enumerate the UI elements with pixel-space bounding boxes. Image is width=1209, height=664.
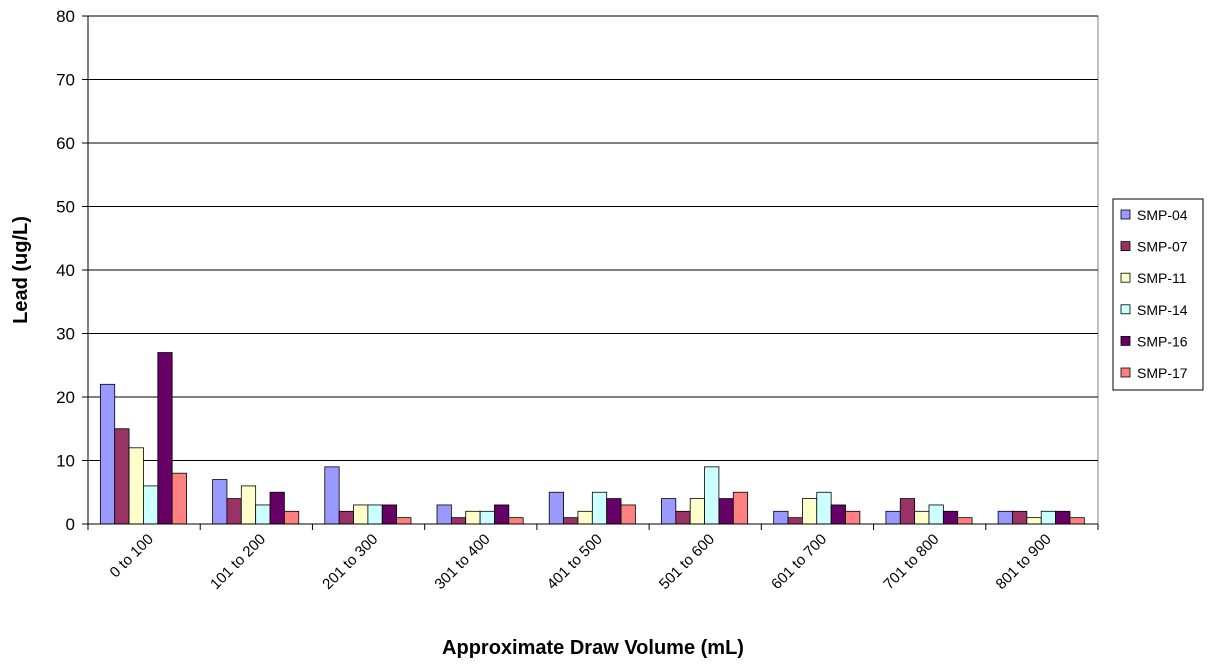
bar-smp-14-0 [143,485,159,525]
bar-smp-17-0 [171,472,187,525]
legend-label-smp-04: SMP-04 [1137,207,1188,223]
bar-smp-17-2 [396,517,412,525]
bar-smp-11-0 [128,447,144,525]
bar-smp-14-8 [1040,510,1056,525]
legend-label-smp-17: SMP-17 [1137,365,1188,381]
y-axis-title: Lead (ug/L) [10,216,32,324]
legend-swatch-smp-07 [1120,241,1131,252]
bar-smp-07-5 [675,510,691,525]
bar-smp-16-3 [494,504,510,525]
y-tick-label: 0 [66,515,75,534]
bar-smp-04-0 [99,383,116,525]
legend-swatch-smp-17 [1120,367,1131,378]
x-axis-title: Approximate Draw Volume (mL) [442,637,744,659]
y-tick-label: 60 [56,134,75,153]
bar-smp-07-2 [338,510,354,525]
bar-smp-11-1 [240,485,257,525]
bar-smp-17-6 [845,510,861,525]
bar-smp-14-4 [591,491,608,525]
legend-label-smp-07: SMP-07 [1137,239,1188,255]
bar-smp-17-8 [1069,517,1085,525]
y-tick-label: 70 [56,71,75,90]
x-tick-label: 301 to 400 [431,531,493,593]
y-tick-label: 10 [56,452,75,471]
bar-smp-17-7 [957,517,973,525]
bar-smp-17-1 [283,510,300,525]
legend-swatch-smp-14 [1120,304,1131,315]
bar-smp-04-1 [212,479,228,525]
y-tick-label: 30 [56,325,75,344]
bar-smp-04-3 [436,504,452,525]
legend-label-smp-16: SMP-16 [1137,333,1188,349]
bar-smp-11-5 [689,498,705,525]
bar-smp-14-1 [255,504,271,525]
bar-smp-04-6 [773,510,789,525]
bar-smp-07-7 [899,498,916,525]
x-tick-label: 701 to 800 [880,531,942,593]
bar-smp-07-0 [114,428,130,525]
bar-smp-07-4 [563,517,579,525]
x-tick-label: 401 to 500 [544,531,606,593]
y-tick-label: 50 [56,198,75,217]
bar-smp-14-5 [704,466,720,525]
bar-smp-07-3 [450,517,467,525]
x-tick-label: 501 to 600 [656,531,718,593]
legend-swatch-smp-11 [1120,272,1131,283]
x-tick-label: 0 to 100 [107,531,157,581]
bar-smp-14-2 [367,504,383,525]
bar-smp-16-2 [381,504,398,525]
legend-swatch-smp-04 [1120,209,1131,220]
legend-swatch-smp-16 [1120,335,1131,346]
x-tick-label: 101 to 200 [207,531,269,593]
bar-smp-11-7 [914,510,930,525]
bar-smp-04-7 [885,510,901,525]
bar-smp-11-2 [353,504,369,525]
y-tick-label: 40 [56,261,75,280]
bar-smp-17-3 [508,517,524,525]
y-tick-label: 20 [56,388,75,407]
bar-smp-11-4 [577,510,593,525]
bar-smp-07-6 [787,517,803,525]
bar-smp-04-5 [661,498,677,525]
bar-smp-16-7 [942,510,959,525]
legend-label-smp-14: SMP-14 [1137,302,1188,318]
bar-smp-16-8 [1055,510,1071,525]
x-tick-label: 201 to 300 [319,531,381,593]
bar-smp-16-6 [830,504,846,525]
bar-smp-16-1 [269,491,285,525]
bar-smp-14-6 [816,491,832,525]
bar-smp-17-4 [620,504,636,525]
bar-smp-16-0 [157,352,173,525]
x-tick-label: 601 to 700 [768,531,830,593]
bar-smp-14-7 [928,504,944,525]
bar-smp-17-5 [732,491,749,525]
bar-smp-16-4 [606,498,622,525]
bar-smp-16-5 [718,498,734,525]
legend-label-smp-11: SMP-11 [1137,270,1187,286]
bar-smp-11-3 [465,510,481,525]
legend: SMP-04 SMP-07 SMP-11 SMP-14 SMP-16 SMP-17 [1112,198,1204,391]
bar-smp-04-8 [997,510,1013,525]
bar-smp-11-6 [802,498,818,525]
bar-smp-07-1 [226,498,242,525]
legend-box [1112,198,1204,391]
bar-smp-14-3 [479,510,495,525]
x-tick-label: 801 to 900 [993,531,1055,593]
bar-smp-07-8 [1012,510,1028,525]
bar-smp-04-2 [324,466,340,525]
bar-smp-04-4 [548,491,564,525]
y-tick-label: 80 [56,7,75,26]
bar-smp-11-8 [1026,517,1042,525]
